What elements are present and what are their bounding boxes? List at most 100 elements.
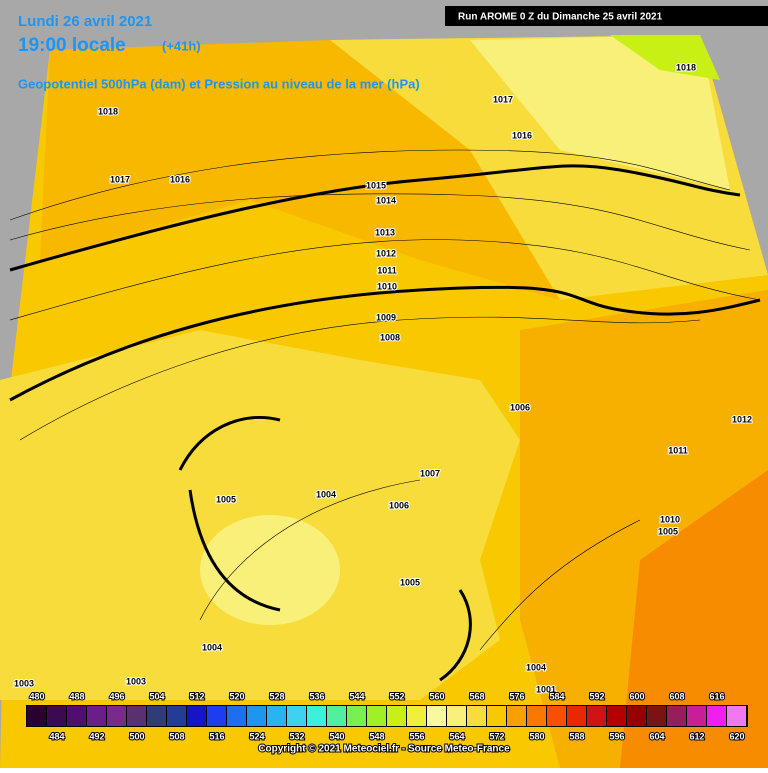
- run-box: [445, 6, 768, 26]
- legend-label: 564: [449, 731, 464, 741]
- isobar-label: 1003: [126, 676, 146, 686]
- legend-label: 540: [329, 731, 344, 741]
- isobar-label: 1007: [420, 468, 440, 478]
- legend-label: 516: [209, 731, 224, 741]
- isobar-label: 1010: [377, 281, 397, 291]
- legend-label: 620: [729, 731, 744, 741]
- isobar-label: 1016: [170, 174, 190, 184]
- legend-swatch: [567, 706, 586, 726]
- legend-label: 556: [409, 731, 424, 741]
- isobar-label: 1008: [380, 332, 400, 342]
- legend-swatch: [707, 706, 726, 726]
- legend-swatch: [387, 706, 406, 726]
- legend-swatch: [307, 706, 326, 726]
- legend-label: 520: [229, 691, 244, 701]
- legend-label: 592: [589, 691, 604, 701]
- legend-swatch: [647, 706, 666, 726]
- legend-label: 552: [389, 691, 404, 701]
- legend-swatch: [427, 706, 446, 726]
- isobar-label: 1018: [676, 62, 696, 72]
- legend-label: 604: [649, 731, 664, 741]
- field-zone: [470, 35, 730, 190]
- legend-label: 584: [549, 691, 564, 701]
- subtitle: Geopotentiel 500hPa (dam) et Pression au…: [18, 76, 420, 91]
- date: Lundi 26 avril 2021: [18, 13, 152, 30]
- legend-label: 548: [369, 731, 384, 741]
- legend-label: 480: [29, 691, 44, 701]
- isobar-label: 1016: [512, 130, 532, 140]
- legend-swatch: [267, 706, 286, 726]
- field-zone: [610, 35, 720, 80]
- legend-label: 588: [569, 731, 584, 741]
- legend-swatch: [47, 706, 66, 726]
- isobar-label: 1010: [660, 514, 680, 524]
- isobar-label: 1009: [376, 312, 396, 322]
- field-zone: [620, 470, 768, 768]
- legend-label: 528: [269, 691, 284, 701]
- legend-swatch: [127, 706, 146, 726]
- isobar-label: 1012: [732, 414, 752, 424]
- isobar-label: 1005: [216, 494, 236, 504]
- isobar-label: 1005: [658, 526, 678, 536]
- legend-swatch: [347, 706, 366, 726]
- isobar-label: 1004: [316, 489, 336, 499]
- legend-label: 524: [249, 731, 264, 741]
- legend-swatch: [627, 706, 646, 726]
- isobar-label: 1011: [668, 445, 688, 455]
- legend-label: 568: [469, 691, 484, 701]
- legend-label: 560: [429, 691, 444, 701]
- legend-label: 596: [609, 731, 624, 741]
- legend-label: 572: [489, 731, 504, 741]
- isobar-label: 1003: [14, 678, 34, 688]
- legend-swatch: [527, 706, 546, 726]
- legend-swatch: [667, 706, 686, 726]
- legend-swatch: [587, 706, 606, 726]
- time: 19:00 locale: [18, 35, 126, 56]
- isobar-label: 1017: [493, 94, 513, 104]
- isobar-label: 1011: [377, 265, 397, 275]
- copyright: Copyright © 2021 Meteociel.fr - Source M…: [258, 744, 510, 755]
- isobars-major: [9, 164, 761, 682]
- legend-swatch: [607, 706, 626, 726]
- isobar-label: 1005: [400, 577, 420, 587]
- legend-swatch: [167, 706, 186, 726]
- legend-label: 492: [89, 731, 104, 741]
- isobar-label: 1006: [389, 500, 409, 510]
- isobar-label: 1015: [366, 180, 386, 190]
- legend-label: 600: [629, 691, 644, 701]
- legend-swatch: [247, 706, 266, 726]
- legend-swatch: [507, 706, 526, 726]
- legend-label: 496: [109, 691, 124, 701]
- isobar-label: 1004: [202, 642, 222, 652]
- legend-swatch: [87, 706, 106, 726]
- field-zone: [0, 330, 520, 700]
- legend-label: 484: [49, 731, 64, 741]
- legend-swatch: [27, 706, 46, 726]
- field-zone: [40, 40, 560, 300]
- isobar-label: 1017: [110, 174, 130, 184]
- legend-label: 544: [349, 691, 364, 701]
- legend-label: 576: [509, 691, 524, 701]
- legend-swatch: [67, 706, 86, 726]
- legend-swatch: [547, 706, 566, 726]
- isobar-label: 1012: [376, 248, 396, 258]
- isobar-label: 1004: [526, 662, 546, 672]
- legend-label: 532: [289, 731, 304, 741]
- legend-swatch: [727, 706, 746, 726]
- legend-swatch: [287, 706, 306, 726]
- legend-label: 536: [309, 691, 324, 701]
- legend-label: 608: [669, 691, 684, 701]
- legend-swatch: [147, 706, 166, 726]
- legend-swatch: [687, 706, 706, 726]
- legend-swatch: [327, 706, 346, 726]
- legend-swatch: [107, 706, 126, 726]
- isobar-label: 1001: [536, 684, 556, 694]
- legend-swatch: [187, 706, 206, 726]
- legend-swatch: [407, 706, 426, 726]
- run-info: Run AROME 0 Z du Dimanche 25 avril 2021: [458, 12, 663, 23]
- legend-label: 504: [149, 691, 164, 701]
- isobars: [9, 149, 761, 651]
- legend-swatch: [447, 706, 466, 726]
- legend-label: 580: [529, 731, 544, 741]
